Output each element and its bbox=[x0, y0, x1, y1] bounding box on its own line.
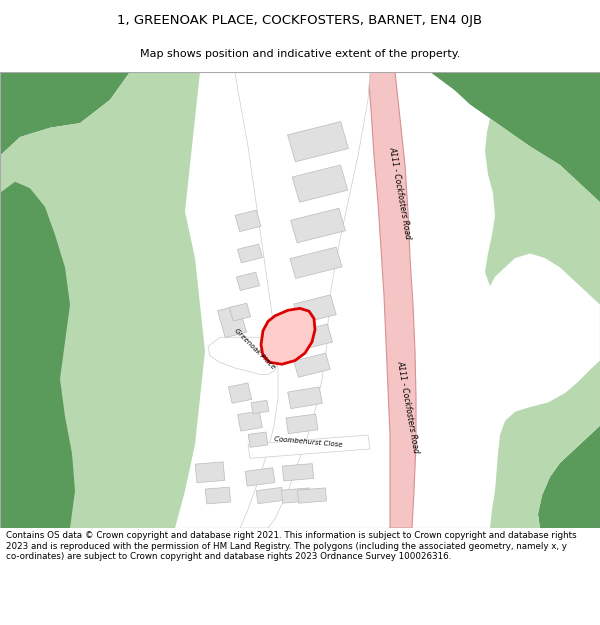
Polygon shape bbox=[248, 435, 370, 458]
Polygon shape bbox=[293, 324, 332, 351]
Text: Contains OS data © Crown copyright and database right 2021. This information is : Contains OS data © Crown copyright and d… bbox=[6, 531, 577, 561]
Polygon shape bbox=[0, 182, 75, 528]
Polygon shape bbox=[290, 247, 342, 278]
Polygon shape bbox=[251, 400, 269, 414]
Polygon shape bbox=[368, 72, 416, 528]
Polygon shape bbox=[286, 414, 318, 434]
Polygon shape bbox=[294, 295, 336, 324]
Polygon shape bbox=[205, 487, 230, 504]
Text: Coombehurst Close: Coombehurst Close bbox=[274, 436, 343, 447]
Polygon shape bbox=[485, 118, 600, 304]
Polygon shape bbox=[208, 338, 278, 374]
Polygon shape bbox=[261, 308, 315, 364]
Polygon shape bbox=[298, 488, 326, 503]
Polygon shape bbox=[490, 361, 600, 528]
Polygon shape bbox=[283, 464, 314, 481]
Text: Greenoak Place: Greenoak Place bbox=[233, 328, 277, 371]
Polygon shape bbox=[236, 272, 260, 291]
Polygon shape bbox=[287, 122, 349, 162]
Polygon shape bbox=[287, 387, 322, 409]
Polygon shape bbox=[238, 244, 263, 263]
Polygon shape bbox=[245, 468, 275, 486]
Polygon shape bbox=[229, 303, 251, 321]
Polygon shape bbox=[538, 426, 600, 528]
Polygon shape bbox=[235, 210, 261, 232]
Polygon shape bbox=[0, 72, 205, 528]
Polygon shape bbox=[290, 208, 346, 242]
Polygon shape bbox=[217, 305, 247, 338]
Polygon shape bbox=[0, 72, 130, 156]
Polygon shape bbox=[294, 353, 330, 377]
Polygon shape bbox=[248, 432, 268, 447]
Text: 1, GREENOAK PLACE, COCKFOSTERS, BARNET, EN4 0JB: 1, GREENOAK PLACE, COCKFOSTERS, BARNET, … bbox=[118, 14, 482, 27]
Text: A111 - Cockfosters Road: A111 - Cockfosters Road bbox=[388, 146, 413, 240]
Polygon shape bbox=[235, 72, 370, 528]
Polygon shape bbox=[195, 462, 225, 482]
Text: A111 - Cockfosters Road: A111 - Cockfosters Road bbox=[395, 360, 421, 454]
Polygon shape bbox=[292, 165, 348, 202]
Polygon shape bbox=[229, 383, 251, 403]
Text: Map shows position and indicative extent of the property.: Map shows position and indicative extent… bbox=[140, 49, 460, 59]
Polygon shape bbox=[281, 488, 311, 503]
Polygon shape bbox=[430, 72, 600, 202]
Polygon shape bbox=[238, 411, 262, 431]
Polygon shape bbox=[256, 488, 284, 504]
